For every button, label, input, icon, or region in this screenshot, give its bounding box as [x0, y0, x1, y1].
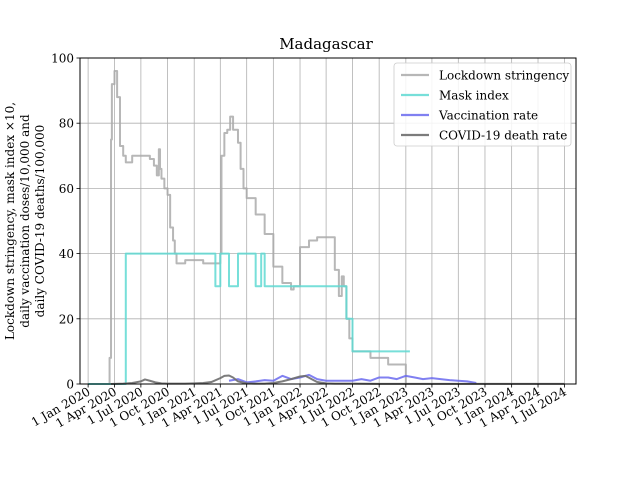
- y-tick-label: 60: [59, 182, 74, 196]
- y-tick-label: 20: [59, 312, 74, 326]
- y-axis-label: Lockdown stringency, mask index ×10, dai…: [3, 102, 47, 340]
- y-tick-label: 80: [59, 117, 74, 131]
- chart-title: Madagascar: [279, 35, 373, 53]
- y-tick-label: 40: [59, 247, 74, 261]
- legend-label-mask-index: Mask index: [439, 89, 509, 103]
- legend-box: [393, 62, 572, 147]
- series-line-lockdown-stringency: [88, 70, 407, 385]
- plot-frame: [79, 57, 577, 385]
- series-line-mask-index: [88, 252, 410, 385]
- y-axis-label-line-3: daily COVID-19 deaths/100,000: [33, 125, 47, 318]
- y-axis-label-line-1: Lockdown stringency, mask index ×10,: [3, 102, 17, 340]
- legend: Lockdown stringency Mask index Vaccination…: [393, 62, 572, 147]
- y-tick-label: 0: [66, 378, 74, 392]
- legend-label-covid-19-death-rate: COVID-19 death rate: [439, 129, 567, 143]
- y-axis-ticks: 0 20 40 60 80 100: [51, 52, 80, 392]
- legend-label-vaccination-rate: Vaccination rate: [438, 109, 538, 123]
- legend-label-lockdown-stringency: Lockdown stringency: [439, 69, 569, 83]
- series-line-vaccination-rate: [228, 373, 477, 385]
- y-tick-label: 100: [51, 52, 74, 66]
- y-axis-label-line-2: daily vaccination doses/10,000 and: [18, 114, 32, 328]
